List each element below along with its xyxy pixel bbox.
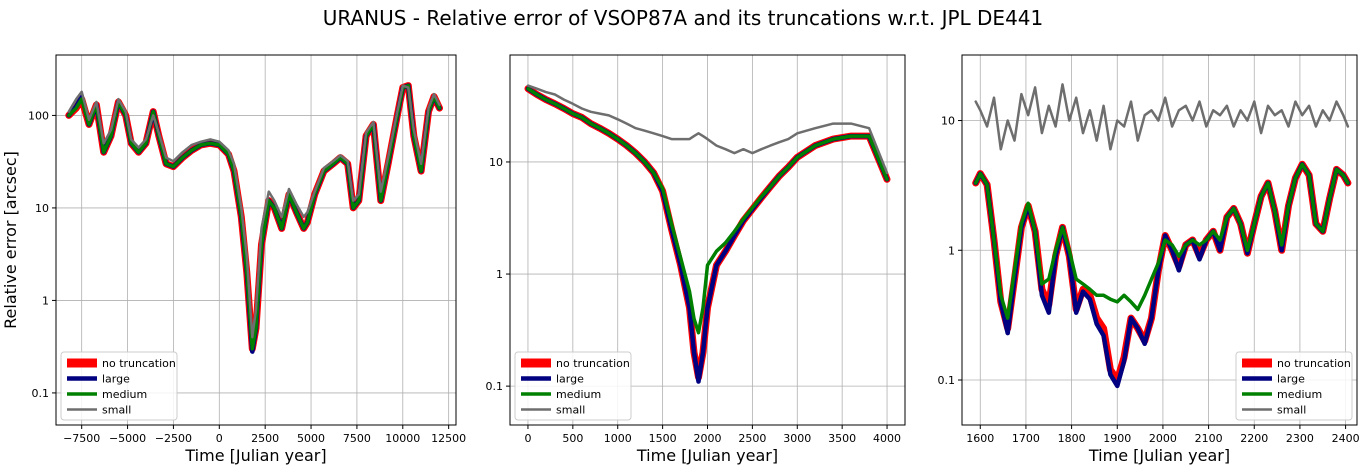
x-tick-label: −5000 (109, 432, 146, 445)
series-group (972, 83, 1352, 389)
panel-3: 1600 1700 1800 1900 2000 2100 2200 2300 2400 0.1 1… (938, 54, 1360, 465)
x-tick-label: 1000 (604, 432, 632, 445)
legend: no truncation large medium small (60, 351, 178, 421)
legend-box (60, 351, 178, 421)
y-tick-label: 1 (42, 294, 49, 307)
series-line-medium (526, 86, 889, 335)
plot-frame (55, 54, 457, 426)
series-line-medium (973, 162, 1350, 320)
x-tick-label: 2400 (1332, 432, 1360, 445)
figure-title: URANUS - Relative error of VSOP87A and i… (322, 6, 1044, 30)
x-tick-label: 3500 (828, 432, 856, 445)
x-tick-label: 2500 (251, 432, 279, 445)
x-tick-label: 5000 (297, 432, 325, 445)
x-tick-label: 4000 (873, 432, 901, 445)
series-line-small (974, 83, 1350, 151)
y-tick-label: 1 (948, 244, 955, 257)
legend-label: medium (1277, 388, 1322, 401)
x-tick-label: 10000 (385, 432, 420, 445)
legend-label: medium (102, 388, 147, 401)
legend-label: medium (556, 388, 601, 401)
x-tick-label: 0 (524, 432, 531, 445)
plot-frame (961, 54, 1358, 426)
x-tick-label: 12500 (431, 432, 466, 445)
series-group (524, 84, 891, 384)
x-tick-label: −7500 (63, 432, 100, 445)
legend-label: large (1277, 373, 1305, 386)
legend-label: no truncation (102, 357, 176, 370)
legend-label: large (102, 373, 130, 386)
x-tick-label: 2200 (1240, 432, 1268, 445)
y-tick-label: 10 (941, 115, 955, 128)
x-tick-label: 3000 (783, 432, 811, 445)
x-axis-label: Time [Julian year] (1088, 446, 1230, 465)
x-tick-label: 2100 (1195, 432, 1223, 445)
y-tick-label: 10 (35, 202, 49, 215)
series-line-small (67, 84, 441, 339)
x-tick-label: 7500 (343, 432, 371, 445)
x-tick-label: 1600 (966, 432, 994, 445)
panel-2: 0 500 1000 1500 2000 2500 3000 3500 4000 0.1 1 10 Ti… (486, 54, 906, 465)
series-line-no-truncation (65, 82, 443, 353)
legend: no truncation large medium small (1235, 351, 1353, 421)
x-tick-label: −2500 (155, 432, 192, 445)
legend-label: small (102, 404, 131, 417)
legend-label: large (556, 373, 584, 386)
x-tick-label: 2300 (1286, 432, 1314, 445)
panel-1: −7500 −5000 −2500 0 2500 5000 7500 10000 12500 0.… (1, 54, 466, 465)
legend-label: small (556, 404, 585, 417)
y-tick-label: 0.1 (486, 380, 504, 393)
x-axis-label: Time [Julian year] (636, 446, 778, 465)
x-tick-label: 1700 (1012, 432, 1040, 445)
x-tick-label: 500 (562, 432, 583, 445)
legend-box (1235, 351, 1353, 421)
legend: no truncation large medium small (514, 351, 632, 421)
x-tick-label: 1900 (1103, 432, 1131, 445)
legend-label: small (1277, 404, 1306, 417)
x-tick-label: 2500 (738, 432, 766, 445)
x-tick-label: 2000 (1149, 432, 1177, 445)
legend-label: no truncation (556, 357, 630, 370)
y-tick-label: 1 (496, 268, 503, 281)
x-tick-label: 0 (216, 432, 223, 445)
x-axis-label: Time [Julian year] (184, 446, 326, 465)
y-axis-label: Relative error [arcsec] (1, 151, 20, 329)
series-group (65, 82, 443, 354)
x-tick-label: 2000 (694, 432, 722, 445)
x-tick-label: 1500 (649, 432, 677, 445)
y-tick-label: 0.1 (938, 374, 956, 387)
y-tick-label: 0.1 (32, 387, 50, 400)
x-tick-label: 1800 (1058, 432, 1086, 445)
legend-label: no truncation (1277, 357, 1351, 370)
y-tick-label: 100 (28, 109, 49, 122)
legend-box (514, 351, 632, 421)
series-line-small (526, 84, 889, 175)
y-tick-label: 10 (489, 156, 503, 169)
